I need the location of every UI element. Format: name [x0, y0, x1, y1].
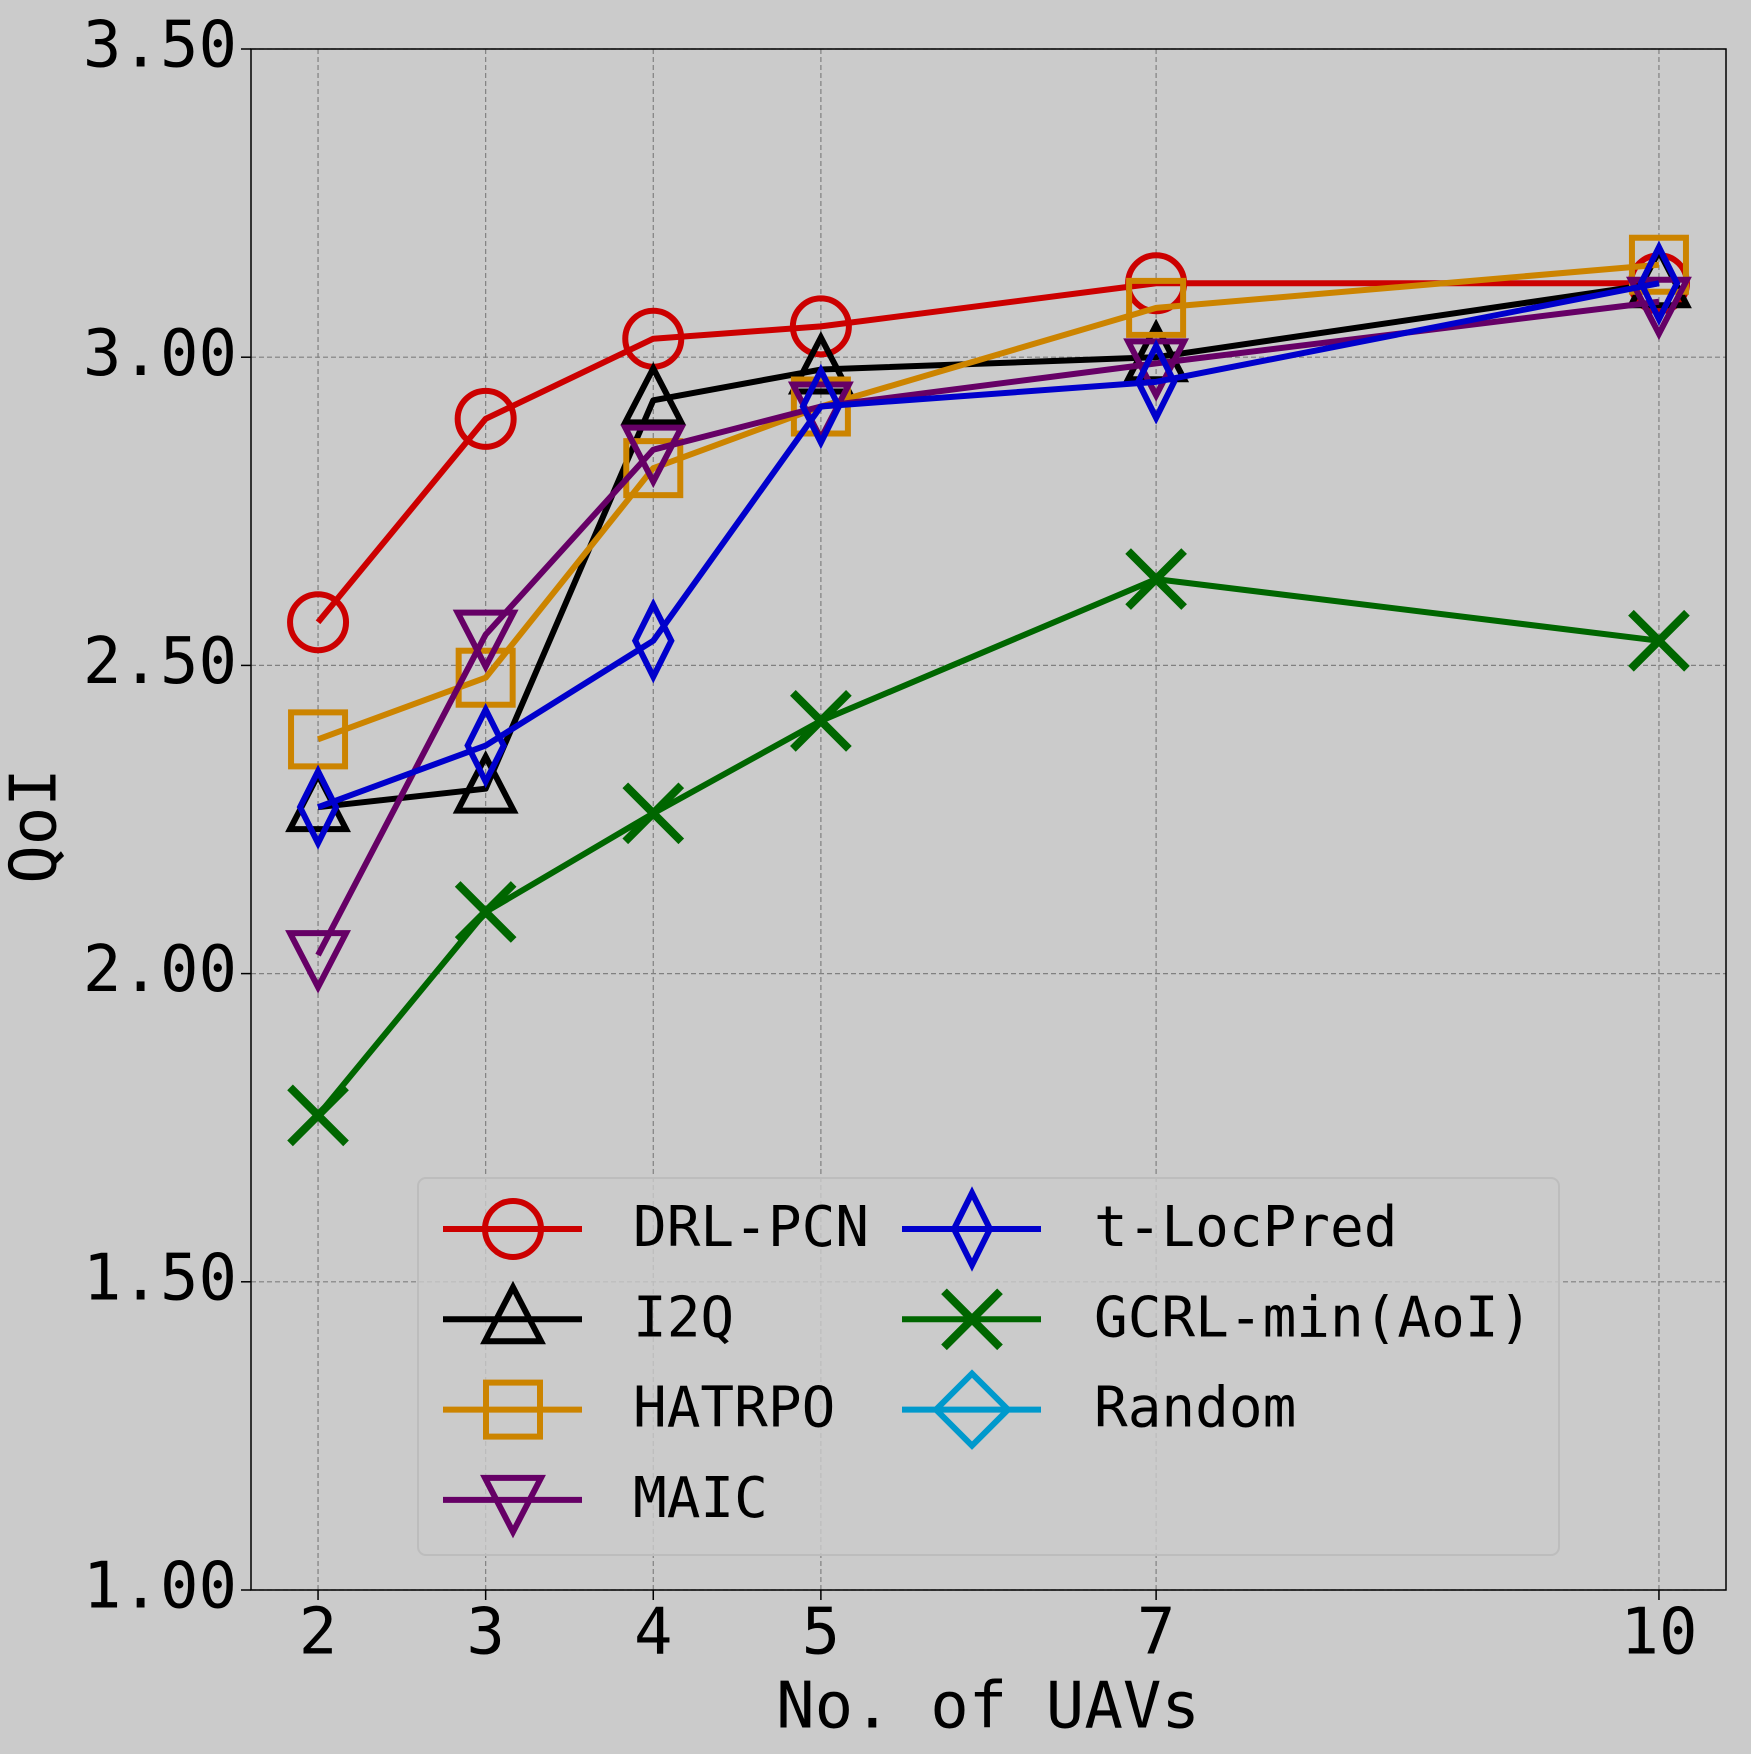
marker — [620, 424, 687, 489]
marker — [799, 363, 843, 450]
x-tick-label: 7 — [1137, 1596, 1176, 1670]
marker — [1637, 240, 1681, 326]
legend-label: MAIC — [633, 1466, 768, 1531]
x-tick-label: 10 — [1620, 1596, 1697, 1670]
series-line — [315, 298, 1660, 957]
marker — [287, 591, 350, 654]
marker — [452, 750, 519, 814]
y-tick-label: 3.00 — [83, 317, 237, 391]
marker — [480, 1280, 546, 1345]
legend-label: I2Q — [633, 1285, 734, 1350]
y-tick-label: 2.50 — [83, 625, 237, 699]
legend-label: t-LocPred — [1094, 1195, 1397, 1260]
marker — [950, 1186, 994, 1272]
y-axis-label: QoI — [0, 768, 72, 884]
marker — [789, 295, 852, 358]
x-tick-label: 3 — [466, 1596, 505, 1670]
marker — [482, 1198, 544, 1260]
legend-box — [417, 1177, 1560, 1556]
marker — [931, 1369, 1013, 1450]
marker — [1126, 277, 1187, 338]
x-tick-label: 4 — [634, 1596, 673, 1670]
series-line — [317, 280, 1660, 810]
x-tick-label: 2 — [299, 1596, 338, 1670]
legend-label: GCRL-min(AoI) — [1094, 1285, 1532, 1350]
marker — [480, 1474, 546, 1539]
marker — [483, 1379, 543, 1440]
marker — [464, 702, 508, 789]
marker — [620, 361, 687, 426]
x-axis-label: No. of UAVs — [776, 1670, 1200, 1744]
series-line — [317, 280, 1660, 811]
marker — [631, 598, 675, 684]
plot-frame — [250, 48, 1727, 1591]
legend-label: Random — [1094, 1376, 1296, 1441]
marker — [287, 1084, 349, 1147]
marker — [787, 331, 854, 395]
marker — [622, 782, 685, 845]
marker — [790, 690, 852, 752]
marker — [296, 764, 340, 850]
y-tick-label: 1.00 — [83, 1550, 237, 1624]
y-tick-label: 2.00 — [83, 933, 237, 1007]
marker — [1628, 609, 1690, 672]
marker — [454, 881, 517, 943]
marker — [623, 438, 684, 499]
marker — [452, 609, 519, 674]
marker — [1134, 339, 1178, 425]
marker — [454, 387, 517, 450]
y-tick-label: 1.50 — [83, 1241, 237, 1315]
y-tick-label: 3.50 — [83, 9, 237, 83]
marker — [1628, 234, 1689, 295]
legend-label: DRL-PCN — [633, 1195, 869, 1260]
x-tick-label: 5 — [802, 1596, 841, 1670]
marker — [941, 1288, 1003, 1351]
series-line — [315, 280, 1659, 625]
marker — [1125, 548, 1187, 610]
legend-label: HATRPO — [633, 1376, 835, 1441]
marker — [285, 930, 351, 994]
series-line — [315, 576, 1660, 1118]
marker — [1626, 276, 1692, 341]
